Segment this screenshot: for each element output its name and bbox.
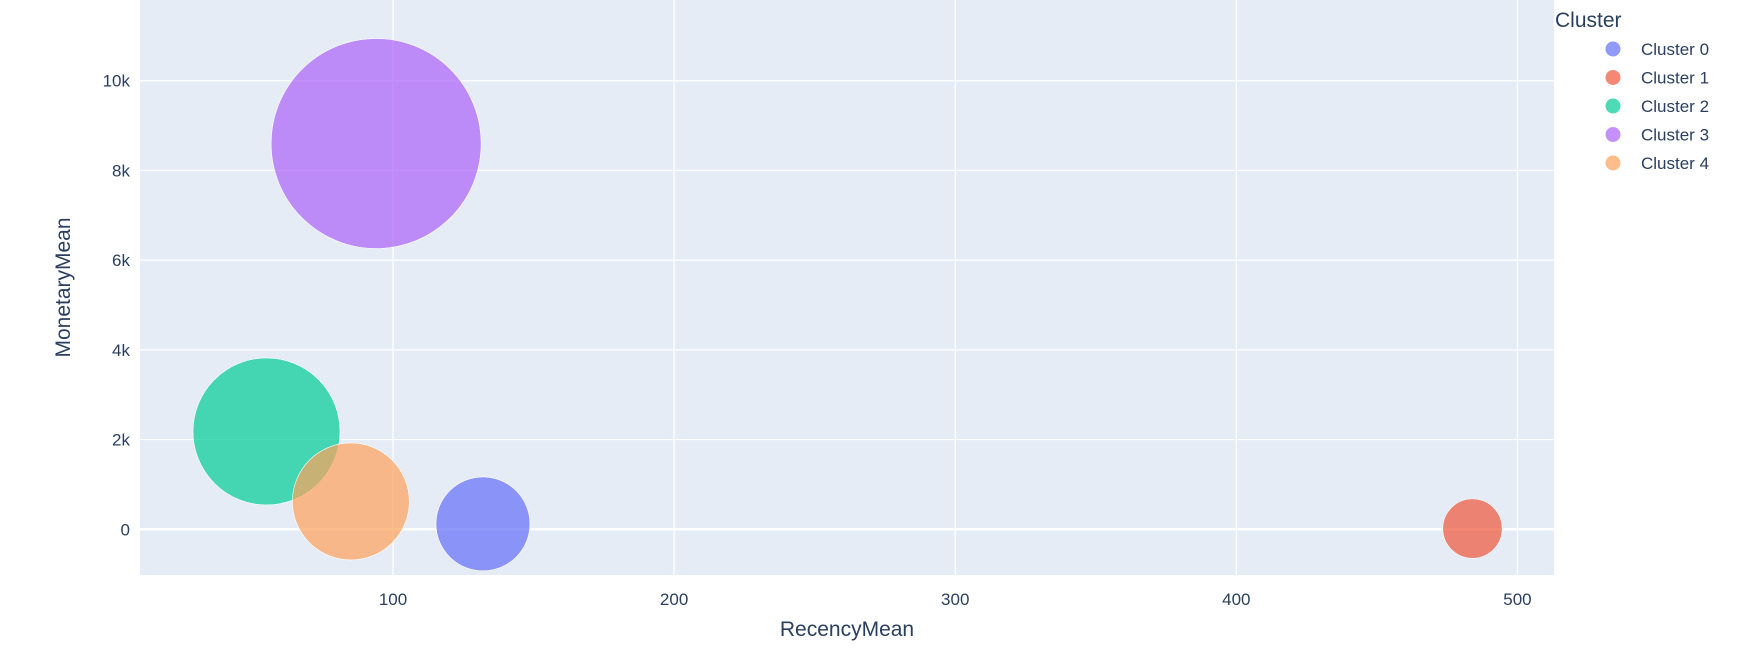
grid-lines bbox=[140, 0, 1554, 575]
legend-marker bbox=[1605, 155, 1621, 171]
legend-label: Cluster 0 bbox=[1641, 40, 1709, 59]
legend-marker bbox=[1605, 127, 1621, 142]
y-tick-label: 6k bbox=[112, 251, 130, 270]
x-tick-label: 500 bbox=[1503, 590, 1531, 609]
legend-label: Cluster 4 bbox=[1641, 154, 1709, 173]
legend-items: Cluster 0 Cluster 1 Cluster 2 Cluster 3 Clus… bbox=[1605, 40, 1710, 173]
bubble-cluster-4[interactable] bbox=[292, 442, 410, 561]
x-tick-label: 400 bbox=[1222, 590, 1250, 609]
bubble-cluster-3[interactable] bbox=[270, 38, 482, 249]
x-axis-title: RecencyMean bbox=[780, 618, 914, 641]
legend-item[interactable]: Cluster 4 bbox=[1605, 154, 1710, 173]
x-tick-label: 300 bbox=[941, 590, 969, 609]
y-axis-title: MonetaryMean bbox=[52, 217, 75, 357]
y-tick-label: 8k bbox=[112, 161, 130, 180]
x-tick-label: 100 bbox=[379, 590, 407, 609]
bubble-layer bbox=[192, 38, 1503, 572]
legend-marker bbox=[1605, 70, 1621, 85]
legend-label: Cluster 3 bbox=[1641, 126, 1709, 145]
legend-item[interactable]: Cluster 1 bbox=[1605, 69, 1710, 88]
x-tick-label: 200 bbox=[660, 590, 688, 609]
y-tick-label: 10k bbox=[103, 72, 131, 91]
legend-label: Cluster 2 bbox=[1641, 97, 1709, 116]
y-tick-label: 2k bbox=[112, 431, 130, 450]
legend-item[interactable]: Cluster 3 bbox=[1605, 126, 1710, 145]
x-axis-ticks: 100 200 300 400 500 bbox=[379, 590, 1532, 609]
legend-marker bbox=[1605, 41, 1621, 57]
y-tick-label: 0 bbox=[121, 520, 130, 539]
y-tick-label: 4k bbox=[112, 341, 130, 360]
legend-marker bbox=[1605, 98, 1621, 114]
y-axis-ticks: 0 2k 4k 6k 8k 10k bbox=[103, 72, 131, 540]
bubble-cluster-0[interactable] bbox=[435, 476, 531, 572]
legend-item[interactable]: Cluster 0 bbox=[1605, 40, 1710, 59]
bubble-cluster-1[interactable] bbox=[1442, 498, 1503, 559]
legend-item[interactable]: Cluster 2 bbox=[1605, 97, 1710, 116]
legend-label: Cluster 1 bbox=[1641, 69, 1709, 88]
legend-title: Cluster bbox=[1555, 9, 1622, 32]
